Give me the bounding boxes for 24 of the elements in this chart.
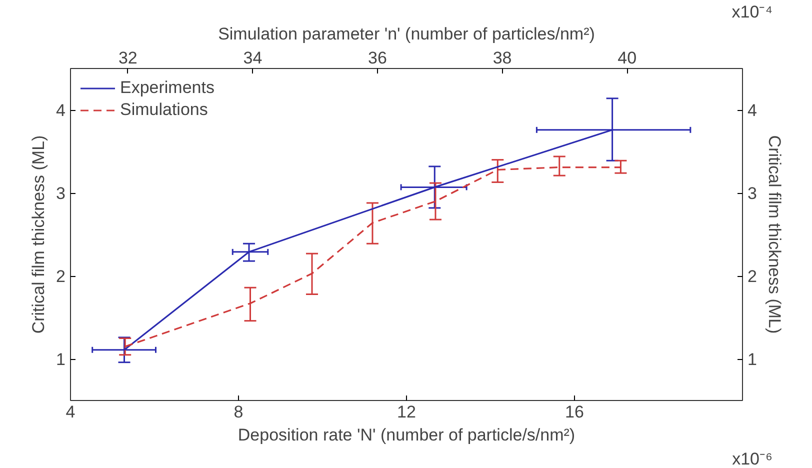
legend-label: Simulations: [120, 100, 208, 120]
text: x10⁻⁶: [732, 450, 773, 468]
y-tick-label: 4: [56, 101, 66, 120]
x2-tick-label: 34: [243, 48, 262, 68]
x2-tick-label: 40: [618, 48, 637, 68]
y-tick-label: 2: [56, 267, 66, 286]
x-tick-label: 16: [565, 402, 584, 422]
y-tick-label: 1: [56, 350, 66, 369]
x2-tick-label: 38: [492, 48, 512, 68]
y2-tick-label: 2: [748, 267, 757, 286]
x2-tick-label: 36: [368, 48, 387, 68]
x2-tick-label: 32: [118, 48, 138, 68]
x-tick-label: 8: [234, 402, 244, 422]
y2-tick-label: 1: [748, 350, 757, 369]
x-tick-label: 12: [397, 402, 416, 422]
text: x10⁻⁴: [732, 2, 773, 22]
x2-axis-title: Simulation parameter 'n' (number of particles/nm²): [218, 24, 595, 44]
y2-axis-title: Critical film thickness (ML): [764, 135, 784, 334]
x-axis-title: Deposition rate 'N' (number of particle/s/nm²): [238, 426, 576, 444]
y2-tick-label: 4: [748, 101, 757, 120]
legend-label: Experiments: [120, 78, 214, 98]
y2-tick-label: 3: [748, 184, 757, 203]
y-tick-label: 3: [56, 184, 66, 203]
y-axis-title: Critical film thickness (ML): [29, 135, 48, 334]
